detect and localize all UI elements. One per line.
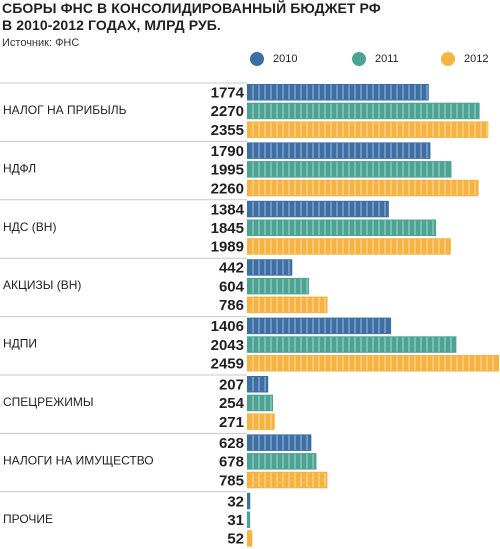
bar-2012 bbox=[247, 413, 275, 430]
value-label: 2260 bbox=[211, 180, 244, 197]
chart-title-line-2: В 2010-2012 ГОДАХ, МЛРД РУБ. bbox=[2, 17, 221, 33]
bar-segments bbox=[252, 337, 452, 352]
category-label: ПРОЧИЕ bbox=[3, 512, 53, 526]
bar-segments bbox=[252, 162, 446, 177]
legend-item-2012: 2012 bbox=[441, 52, 488, 66]
legend: 2010 2011 2012 bbox=[0, 52, 500, 72]
bar-segments bbox=[252, 356, 494, 371]
bar-segments bbox=[252, 220, 434, 235]
chart-title-line-1: СБОРЫ ФНС В КОНСОЛИДИРОВАННЫЙ БЮДЖЕТ РФ bbox=[2, 0, 381, 16]
category-label: НДПИ bbox=[3, 337, 37, 351]
bar-segments bbox=[252, 472, 326, 488]
category-label: НДФЛ bbox=[3, 161, 36, 175]
value-label: 2355 bbox=[211, 122, 244, 139]
value-label: 785 bbox=[219, 472, 244, 489]
bar-2010 bbox=[247, 492, 251, 510]
bar-2010 bbox=[247, 376, 269, 393]
value-label: 678 bbox=[219, 454, 244, 471]
value-label: 442 bbox=[219, 260, 244, 277]
value-label: 1845 bbox=[211, 220, 244, 237]
bar-segments bbox=[252, 454, 314, 469]
bar-segments bbox=[252, 201, 386, 217]
category-label: СПЕЦРЕЖИМЫ bbox=[3, 395, 94, 409]
bar-segments bbox=[252, 143, 428, 158]
bar-2010 bbox=[247, 259, 293, 276]
category-group: НДС (ВН) 1384 1845 1989 bbox=[0, 199, 451, 256]
category-label: НАЛОГ НА ПРИБЫЛЬ bbox=[3, 103, 127, 117]
bar-segments bbox=[252, 85, 428, 100]
value-label: 628 bbox=[219, 435, 244, 452]
value-label: 32 bbox=[227, 493, 244, 510]
legend-item-2011: 2011 bbox=[352, 52, 399, 66]
value-label: 1384 bbox=[211, 201, 245, 218]
bar-segments bbox=[252, 297, 326, 313]
value-label: 31 bbox=[227, 512, 244, 529]
bar-2011 bbox=[247, 336, 457, 353]
category-label: НДС (ВН) bbox=[3, 220, 56, 234]
bar-segments bbox=[252, 260, 290, 275]
bar-segments bbox=[252, 278, 308, 294]
bar-2011 bbox=[247, 394, 274, 412]
value-label: 1790 bbox=[211, 143, 244, 160]
category-label: НАЛОГИ НА ИМУЩЕСТВО bbox=[3, 453, 154, 467]
value-label: 52 bbox=[227, 531, 244, 548]
bar-2011 bbox=[247, 277, 309, 295]
bar-2011 bbox=[247, 511, 251, 528]
bar-segments bbox=[252, 122, 488, 137]
value-label: 1774 bbox=[211, 85, 245, 102]
bar-segments bbox=[252, 395, 272, 411]
legend-label-2010: 2010 bbox=[273, 53, 298, 65]
bar-2010 bbox=[247, 84, 429, 101]
bar-segments bbox=[252, 103, 476, 119]
value-label: 207 bbox=[219, 377, 244, 394]
value-label: 1995 bbox=[211, 162, 244, 179]
value-label: 254 bbox=[219, 395, 245, 412]
value-label: 1989 bbox=[211, 239, 244, 256]
category-label: АКЦИЗЫ (ВН) bbox=[3, 278, 81, 292]
bar-2011 bbox=[247, 453, 317, 470]
legend-item-2010: 2010 bbox=[250, 52, 297, 66]
value-label: 2270 bbox=[211, 103, 244, 120]
legend-swatch-2012 bbox=[441, 52, 455, 66]
bar-segments bbox=[252, 435, 308, 450]
value-label: 2459 bbox=[211, 356, 244, 373]
bar-segments bbox=[252, 377, 266, 392]
bar-segments bbox=[252, 180, 476, 196]
source-note: Источник: ФНС bbox=[2, 37, 80, 49]
bar-2010 bbox=[247, 434, 312, 451]
bar-segments bbox=[252, 414, 272, 429]
bar-segments bbox=[252, 318, 386, 334]
value-label: 271 bbox=[219, 414, 244, 431]
value-label: 1406 bbox=[211, 318, 244, 335]
chart-title: СБОРЫ ФНС В КОНСОЛИДИРОВАННЫЙ БЮДЖЕТ РФ … bbox=[2, 0, 472, 34]
legend-label-2011: 2011 bbox=[375, 53, 399, 65]
bar-2010 bbox=[247, 200, 389, 218]
bar-segments bbox=[252, 239, 446, 254]
bar-2012 bbox=[247, 179, 479, 197]
legend-label-2012: 2012 bbox=[464, 53, 489, 65]
category-group: ПРОЧИЕ 32 31 52 bbox=[0, 491, 253, 548]
value-label: 604 bbox=[219, 278, 245, 295]
bar-2012 bbox=[247, 530, 253, 547]
legend-swatch-2011 bbox=[352, 52, 366, 66]
value-label: 2043 bbox=[211, 337, 244, 354]
value-label: 786 bbox=[219, 297, 244, 314]
bar-2011 bbox=[247, 219, 437, 236]
legend-swatch-2010 bbox=[250, 52, 264, 66]
category-group: НДПИ 1406 2043 2459 bbox=[0, 316, 499, 373]
